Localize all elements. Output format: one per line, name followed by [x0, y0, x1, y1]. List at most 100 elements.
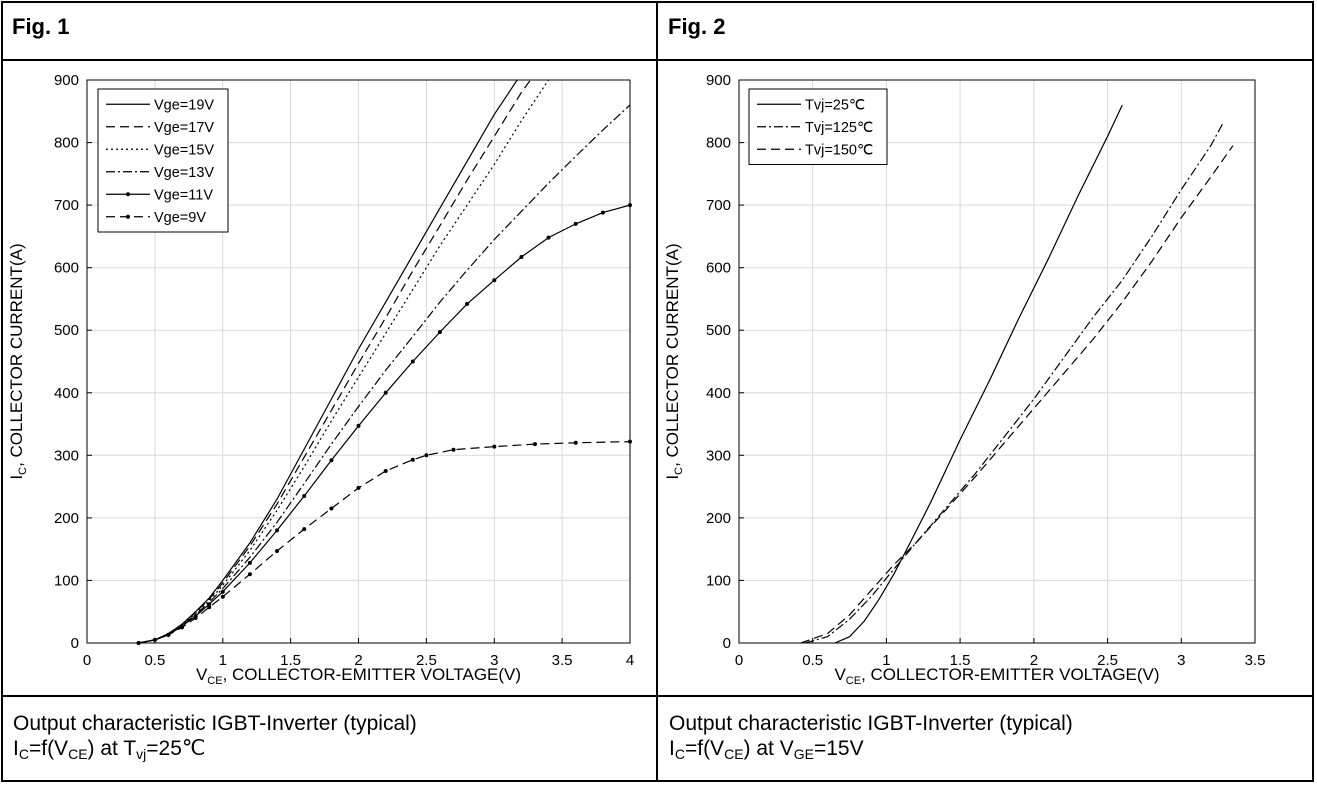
- x-tick-label: 1.5: [280, 652, 301, 669]
- y-tick-label: 400: [54, 385, 79, 402]
- x-tick-label: 0.5: [802, 652, 823, 669]
- y-tick-label: 500: [706, 322, 731, 339]
- legend-label: Tvj=125℃: [805, 120, 873, 136]
- x-tick-label: 0: [83, 652, 91, 669]
- series-marker: [533, 442, 537, 447]
- fig2-caption: Output characteristic IGBT-Inverter (typ…: [669, 711, 1073, 761]
- y-tick-label: 0: [723, 635, 731, 652]
- x-tick-label: 2.5: [1097, 652, 1118, 669]
- y-tick-label: 400: [706, 385, 731, 402]
- fig2-title: Fig. 2: [668, 14, 726, 39]
- series-marker: [519, 255, 524, 259]
- legend-box: [97, 88, 229, 233]
- series-marker: [437, 330, 442, 335]
- legend-marker: [126, 214, 130, 219]
- series-marker: [329, 506, 334, 511]
- series-line-3: [138, 104, 630, 643]
- series-marker: [247, 560, 252, 565]
- legend-label: Vge=9V: [154, 210, 206, 226]
- series-marker: [302, 494, 307, 498]
- y-tick-label: 300: [706, 447, 731, 464]
- legend-marker: [126, 192, 130, 197]
- fig1-caption-line1: Output characteristic IGBT-Inverter (typ…: [13, 712, 417, 735]
- series-marker: [247, 572, 252, 577]
- series-marker: [207, 605, 212, 610]
- x-tick-label: 2: [1030, 652, 1038, 669]
- series-marker: [329, 458, 334, 463]
- y-tick-label: 700: [706, 197, 731, 214]
- series-marker: [424, 453, 429, 458]
- x-tick-label: 2.5: [416, 652, 437, 669]
- y-tick-label: 600: [706, 260, 731, 277]
- series-marker: [180, 625, 184, 630]
- legend-label: Vge=19V: [154, 97, 214, 113]
- y-tick-label: 700: [54, 197, 79, 214]
- legend-label: Tvj=25℃: [805, 97, 865, 113]
- series-line-1: [805, 123, 1224, 643]
- x-tick-label: 4: [626, 652, 634, 669]
- series-marker: [220, 589, 225, 594]
- series-marker: [166, 632, 171, 637]
- series-marker: [193, 616, 198, 620]
- y-tick-label: 0: [71, 635, 79, 652]
- caption-divider: [1, 695, 1314, 697]
- fig2-caption-line2: IC=f(VCE) at VGE=15V: [669, 737, 864, 762]
- y-tick-label: 200: [706, 510, 731, 527]
- legend-label: Vge=15V: [154, 142, 214, 158]
- series-marker: [492, 278, 497, 283]
- y-tick-label: 100: [706, 572, 731, 589]
- series-marker: [383, 469, 388, 473]
- series-marker: [356, 423, 361, 428]
- series-marker: [275, 549, 279, 553]
- y-tick-label: 200: [54, 510, 79, 527]
- fig1-title: Fig. 1: [12, 14, 70, 39]
- x-tick-label: 2: [354, 652, 362, 669]
- series-marker: [546, 235, 551, 240]
- fig2-chart: 0 0.5 1 1.5 2 2.5 3 3.5 0 100 200 300 400 500 600 700 80…: [663, 72, 1266, 687]
- legend-box: [748, 88, 888, 165]
- fig2-caption-line1: Output characteristic IGBT-Inverter (typ…: [669, 712, 1073, 735]
- x-tick-label: 3: [490, 652, 498, 669]
- series-marker: [302, 527, 307, 532]
- plot-area-border: [738, 79, 1256, 644]
- legend-label: Vge=13V: [154, 165, 214, 181]
- series-line-2: [138, 80, 549, 643]
- x-tick-label: 3.5: [1245, 652, 1266, 669]
- x-tick-label: 1: [219, 652, 227, 669]
- y-tick-label: 300: [54, 447, 79, 464]
- series-marker: [275, 528, 279, 533]
- series-marker: [410, 457, 415, 462]
- fig1-caption-line2: IC=f(VCE) at Tvj=25℃: [13, 737, 206, 762]
- y-tick-label: 900: [706, 72, 731, 89]
- series-marker: [356, 485, 361, 490]
- legend-label: Vge=11V: [154, 187, 213, 203]
- fig1-caption: Output characteristic IGBT-Inverter (typ…: [13, 711, 417, 761]
- fig1-chart: 0 0.5 1 1.5 2 2.5 3 3.5 4 0 100 200 300 400 500 600 700 8…: [7, 72, 634, 687]
- x-axis-label: VCE, COLLECTOR-EMITTER VOLTAGE(V): [834, 665, 1159, 687]
- y-tick-label: 800: [54, 135, 79, 152]
- series-marker: [600, 210, 605, 215]
- series-marker: [383, 390, 388, 395]
- y-tick-label: 600: [54, 260, 79, 277]
- x-tick-label: 0.5: [144, 652, 165, 669]
- x-tick-label: 1.5: [950, 652, 971, 669]
- legend-label: Tvj=150℃: [805, 142, 873, 158]
- y-tick-label: 800: [706, 135, 731, 152]
- column-divider: [656, 1, 658, 782]
- y-tick-label: 500: [54, 322, 79, 339]
- series-marker: [492, 444, 497, 449]
- y-tick-label: 900: [54, 72, 79, 89]
- x-tick-label: 3: [1177, 652, 1185, 669]
- series-marker: [573, 221, 578, 226]
- series-line-4: [138, 204, 630, 643]
- header-divider: [1, 59, 1314, 61]
- series-marker: [410, 359, 415, 364]
- series-line-2: [800, 145, 1234, 643]
- series-line-0: [834, 104, 1123, 643]
- legend-label: Vge=17V: [154, 120, 214, 136]
- y-axis-label: IC, COLLECTOR CURRENT(A): [7, 243, 29, 479]
- x-tick-label: 3.5: [552, 652, 573, 669]
- series-marker: [465, 301, 470, 306]
- y-tick-label: 100: [54, 572, 79, 589]
